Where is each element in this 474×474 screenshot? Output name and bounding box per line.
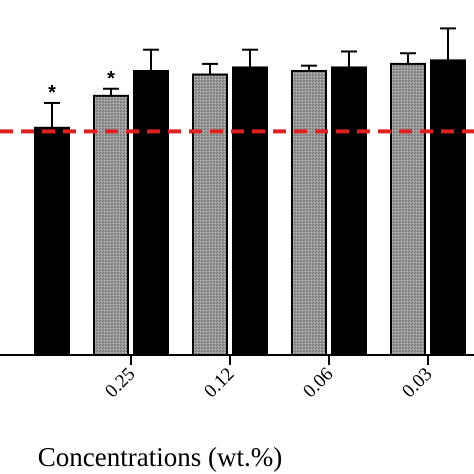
bar-gray-3 [291,70,327,356]
x-tick-label-1: 0.25 [101,364,139,402]
significance-marker-0-1: * [107,68,115,90]
x-tick-label-2: 0.12 [200,364,238,402]
bar-gray-2 [192,73,228,357]
x-tick-label-3: 0.06 [299,364,337,402]
x-tick-label-4: 0.03 [398,364,436,402]
significance-marker-1-0: * [48,82,56,104]
bar-gray-4 [390,62,426,357]
bar-black-2 [232,66,268,356]
bar-black-1 [133,70,169,356]
bar-black-4 [430,59,466,356]
bar-black-0 [34,126,70,356]
bar-gray-1 [93,94,129,356]
x-axis-title: Concentrations (wt.%) [38,442,282,472]
bar-black-3 [331,66,367,356]
